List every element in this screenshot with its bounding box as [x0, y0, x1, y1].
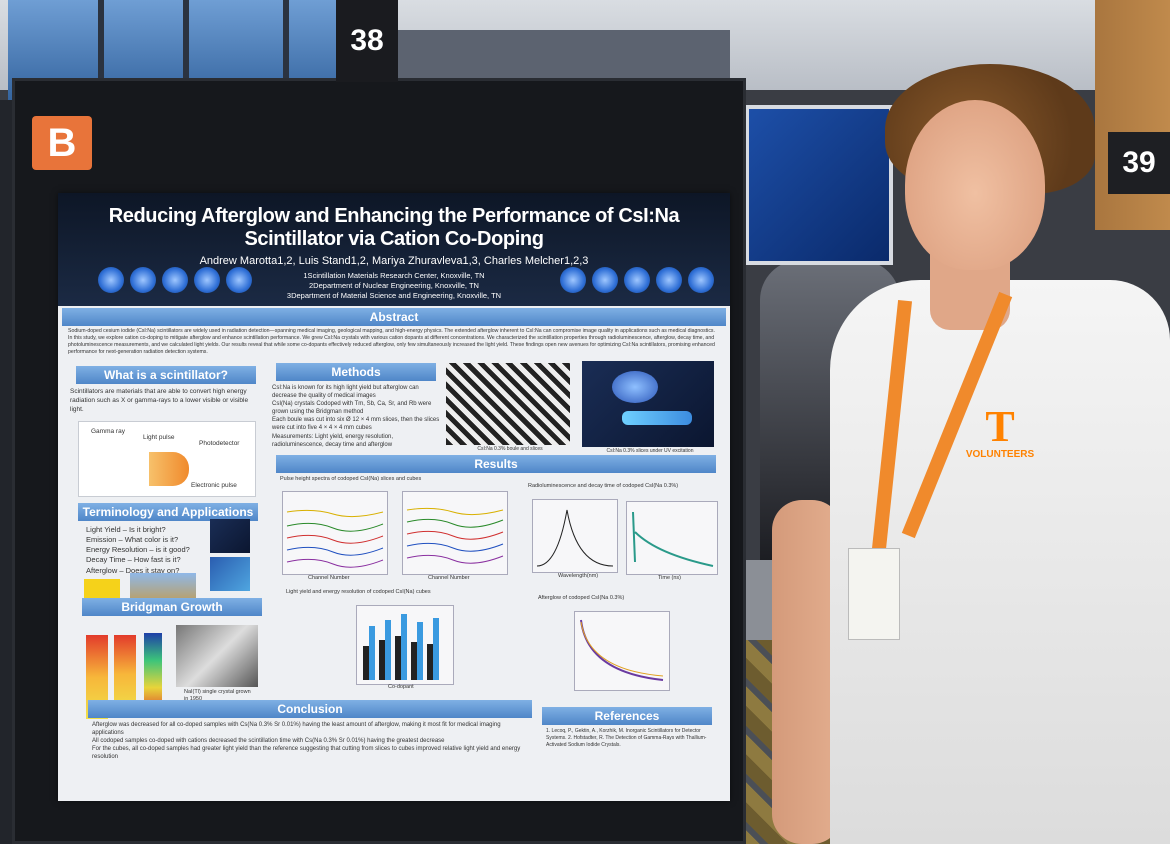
- methods-list: CsI:Na is known for its high light yield…: [272, 384, 442, 452]
- axis-label: Wavelength(nm): [558, 573, 599, 579]
- crystal-sample: [162, 267, 188, 293]
- poster-authors: Andrew Marotta1,2, Luis Stand1,2, Mariya…: [199, 255, 589, 267]
- poster-title: Reducing Afterglow and Enhancing the Per…: [108, 205, 680, 250]
- uv-slices-photo: [582, 361, 714, 447]
- terminology-item: Afterglow – Does it stay on?: [86, 565, 180, 575]
- logo-letter: T: [985, 402, 1015, 451]
- axis-label: Channel Number: [428, 575, 470, 581]
- methods-heading: Methods: [276, 363, 436, 381]
- terminology-item: Emission – What color is it?: [86, 535, 179, 545]
- terminology-item: Light Yield – Is it bright?: [86, 525, 166, 534]
- methods-item: CsI(Na) crystals Codoped with Tm, Sb, Ca…: [272, 401, 432, 416]
- bridgman-heading: Bridgman Growth: [82, 598, 262, 616]
- presenter-face: [905, 100, 1045, 270]
- crystal-sample: [226, 267, 252, 293]
- crystal-sample: [194, 267, 220, 293]
- crystal-sample: [592, 267, 618, 293]
- window-frame: [98, 0, 104, 110]
- application-image: [210, 519, 250, 553]
- affiliation: 3Department of Material Science and Engi…: [286, 291, 502, 300]
- pulse-height-chart-slices: [282, 491, 388, 575]
- axis-label: Co-dopant: [388, 684, 414, 690]
- diagram-label: Photodetector: [199, 440, 240, 447]
- bridgman-caption: NaI(Tl) single crystal grown in 1950: [184, 689, 251, 702]
- terminology-list: Light Yield – Is it bright? Emission – W…: [86, 525, 206, 576]
- furnace-graphic: [114, 635, 136, 713]
- chart-title: Pulse height spectra of codoped CsI(Na) …: [280, 476, 422, 482]
- booth-sign-left: 38: [336, 0, 398, 82]
- axis-label: Channel Number: [308, 575, 350, 581]
- booth-sign-right: 39: [1108, 132, 1170, 194]
- conclusion-item: Afterglow was decreased for all co-doped…: [92, 722, 501, 737]
- sample-row-left: [98, 267, 252, 293]
- research-poster: Reducing Afterglow and Enhancing the Per…: [58, 193, 730, 801]
- references-text: 1. Lecoq, P., Gektin, A., Korzhik, M. In…: [546, 728, 707, 748]
- chart-title: Radioluminescence and decay time of codo…: [528, 483, 679, 489]
- crystal-sample: [656, 267, 682, 293]
- what-is-text: Scintillators are materials that are abl…: [70, 388, 249, 413]
- wood-panel: [1095, 0, 1170, 230]
- chart-title: Light yield and energy resolution of cod…: [286, 589, 431, 595]
- sample-row-right: [560, 267, 714, 293]
- abstract-heading: Abstract: [62, 308, 726, 326]
- crystal-graphic: [149, 452, 189, 486]
- conclusion-list: Afterglow was decreased for all co-doped…: [92, 721, 532, 781]
- crystal-sample: [130, 267, 156, 293]
- projection-screen: [745, 105, 893, 265]
- spectra-lines: [406, 507, 504, 564]
- diagram-label: Electronic pulse: [191, 482, 237, 489]
- temperature-profile: [144, 633, 162, 715]
- references-heading: References: [542, 707, 712, 725]
- axis-label: Time (ns): [658, 575, 682, 581]
- spectra-lines: [286, 509, 384, 568]
- methods-item: CsI:Na is known for its high light yield…: [272, 385, 419, 400]
- boule-photo: [446, 363, 570, 445]
- light-yield-bars: [363, 614, 439, 680]
- photo-caption: CsI:Na 0.3% boule and slices: [477, 446, 543, 452]
- conclusion-heading: Conclusion: [88, 700, 532, 718]
- diagram-label: Gamma ray: [91, 428, 125, 435]
- crystal-sample: [688, 267, 714, 293]
- terminology-item: Energy Resolution – is it good?: [86, 545, 190, 555]
- radioluminescence-chart: [532, 499, 618, 573]
- diagram-label: Light pulse: [143, 434, 175, 441]
- photo-caption: CsI:Na 0.3% slices under UV excitation: [606, 448, 694, 454]
- crystal-photo: [176, 625, 258, 687]
- crystal-sample: [624, 267, 650, 293]
- afterglow-chart: [574, 611, 670, 691]
- scintillator-diagram: Gamma ray Light pulse Photodetector Elec…: [78, 421, 256, 497]
- terminology-item: Decay Time – How fast is it?: [86, 555, 181, 565]
- crystal-sample: [98, 267, 124, 293]
- crystal-sample: [560, 267, 586, 293]
- crystal-cubes: [622, 411, 692, 425]
- emission-curve: [536, 509, 614, 567]
- board-badge: B: [32, 116, 92, 170]
- furnace-graphic: [86, 635, 108, 719]
- crystal-sample: [612, 371, 658, 403]
- application-image: [210, 557, 250, 591]
- window-frame: [183, 0, 189, 110]
- chart-title: Afterglow of codoped CsI(Na 0.3%): [538, 595, 625, 601]
- pulse-height-chart-cubes: [402, 491, 508, 575]
- affiliation: 1Scintillation Materials Research Center…: [303, 271, 485, 280]
- results-heading: Results: [276, 455, 716, 473]
- methods-item: Measurements: Light yield, energy resolu…: [272, 433, 394, 448]
- name-badge: [848, 548, 900, 640]
- terminology-heading: Terminology and Applications: [78, 503, 258, 521]
- methods-item: Each boule was cut into six Ø 12 × 4 mm …: [272, 417, 440, 432]
- logo-text: VOLUNTEERS: [965, 449, 1035, 460]
- conclusion-item: For the cubes, all co-doped samples had …: [92, 746, 521, 761]
- decay-curve: [632, 511, 714, 567]
- tennessee-logo: T VOLUNTEERS: [960, 405, 1040, 485]
- window-frame: [283, 0, 289, 110]
- decay-time-chart: [626, 501, 718, 575]
- affiliation: 2Department of Nuclear Engineering, Knox…: [309, 281, 479, 290]
- light-yield-chart: [356, 605, 454, 685]
- abstract-text: Sodium-doped cesium iodide (CsI:Na) scin…: [68, 328, 715, 356]
- what-is-heading: What is a scintillator?: [76, 366, 256, 384]
- conclusion-item: All codoped samples co-doped with cation…: [92, 738, 445, 745]
- afterglow-curves: [580, 619, 664, 681]
